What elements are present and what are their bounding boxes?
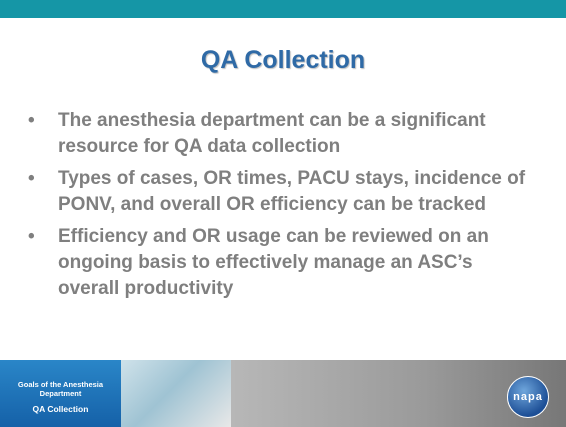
bullet-list: The anesthesia department can be a signi… — [28, 108, 528, 308]
photo — [121, 360, 231, 427]
bullet: The anesthesia department can be a signi… — [28, 108, 528, 160]
logo: napa — [507, 376, 549, 418]
bullet: Efficiency and OR usage can be reviewed … — [28, 224, 528, 302]
slide-title: QA Collection — [0, 46, 566, 75]
footer-nav: Goals of the Anesthesia Department QA Co… — [0, 360, 121, 427]
footer-section: Goals of the Anesthesia Department — [4, 380, 117, 398]
slide: {"title": "QA Collection", "bullets": [ … — [0, 0, 566, 427]
footer: Goals of the Anesthesia Department QA Co… — [0, 360, 566, 427]
top-bar — [0, 0, 566, 18]
footer-current: QA Collection — [0, 404, 121, 414]
bullet: Types of cases, OR times, PACU stays, in… — [28, 166, 528, 218]
